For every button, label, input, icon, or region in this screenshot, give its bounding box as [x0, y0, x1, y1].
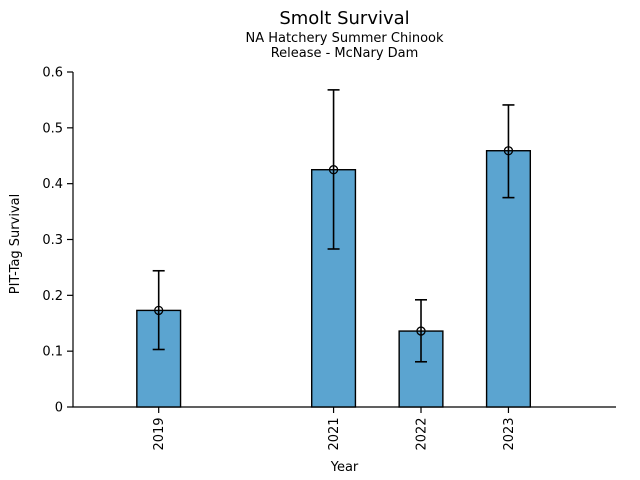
marker-2023: [503, 146, 514, 156]
x-tick-label-2021: 2021: [327, 417, 342, 450]
y-tick-label: 0.3: [42, 233, 63, 248]
x-tick-label-2023: 2023: [502, 417, 517, 450]
y-tick-label: 0.5: [42, 121, 63, 136]
x-axis-label: Year: [330, 460, 359, 475]
marker-2022: [416, 326, 426, 336]
y-tick-label: 0.2: [42, 289, 63, 304]
chart-subtitle-line1: NA Hatchery Summer Chinook: [245, 31, 444, 46]
x-tick-label-2019: 2019: [152, 417, 167, 450]
marker-2021: [328, 165, 339, 175]
y-tick-label: 0.1: [42, 345, 63, 360]
marker-2019: [154, 305, 164, 316]
x-tick-label-2022: 2022: [415, 417, 430, 450]
chart-subtitle-line2: Release - McNary Dam: [270, 46, 419, 61]
y-tick-label: 0: [55, 401, 63, 416]
y-tick-label: 0.6: [42, 66, 63, 81]
y-tick-label: 0.4: [42, 177, 63, 192]
chart-title: Smolt Survival: [279, 8, 410, 29]
